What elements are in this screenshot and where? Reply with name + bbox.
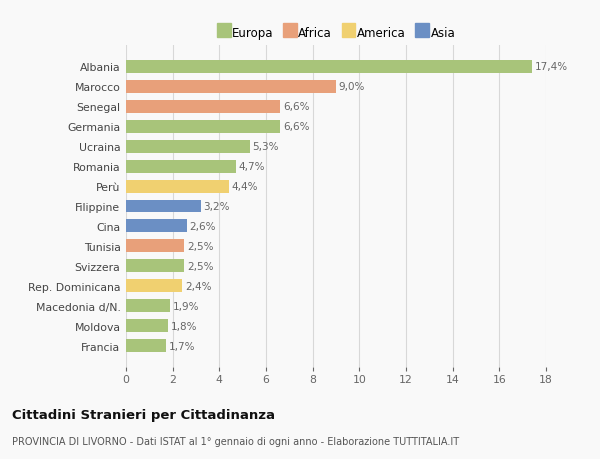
- Bar: [126, 220, 187, 233]
- Text: 6,6%: 6,6%: [283, 122, 310, 132]
- Bar: [126, 300, 170, 313]
- Text: 2,5%: 2,5%: [187, 261, 214, 271]
- Text: 17,4%: 17,4%: [535, 62, 568, 72]
- Text: 1,9%: 1,9%: [173, 301, 200, 311]
- Bar: [126, 180, 229, 193]
- Bar: [126, 260, 184, 273]
- Text: 6,6%: 6,6%: [283, 102, 310, 112]
- Legend: Europa, Africa, America, Asia: Europa, Africa, America, Asia: [214, 24, 458, 42]
- Text: Cittadini Stranieri per Cittadinanza: Cittadini Stranieri per Cittadinanza: [12, 409, 275, 421]
- Bar: [126, 200, 200, 213]
- Text: 9,0%: 9,0%: [339, 82, 365, 92]
- Text: 3,2%: 3,2%: [203, 202, 230, 212]
- Text: 5,3%: 5,3%: [253, 142, 279, 152]
- Text: PROVINCIA DI LIVORNO - Dati ISTAT al 1° gennaio di ogni anno - Elaborazione TUTT: PROVINCIA DI LIVORNO - Dati ISTAT al 1° …: [12, 436, 459, 446]
- Text: 4,4%: 4,4%: [232, 182, 258, 191]
- Bar: [126, 61, 532, 73]
- Bar: [126, 240, 184, 253]
- Text: 1,7%: 1,7%: [169, 341, 195, 351]
- Bar: [126, 340, 166, 353]
- Text: 4,7%: 4,7%: [238, 162, 265, 172]
- Bar: [126, 160, 236, 173]
- Bar: [126, 320, 168, 333]
- Bar: [126, 120, 280, 133]
- Text: 2,6%: 2,6%: [190, 222, 216, 231]
- Text: 2,4%: 2,4%: [185, 281, 211, 291]
- Text: 1,8%: 1,8%: [171, 321, 197, 331]
- Bar: [126, 101, 280, 113]
- Text: 2,5%: 2,5%: [187, 241, 214, 252]
- Bar: [126, 140, 250, 153]
- Bar: [126, 80, 336, 93]
- Bar: [126, 280, 182, 293]
